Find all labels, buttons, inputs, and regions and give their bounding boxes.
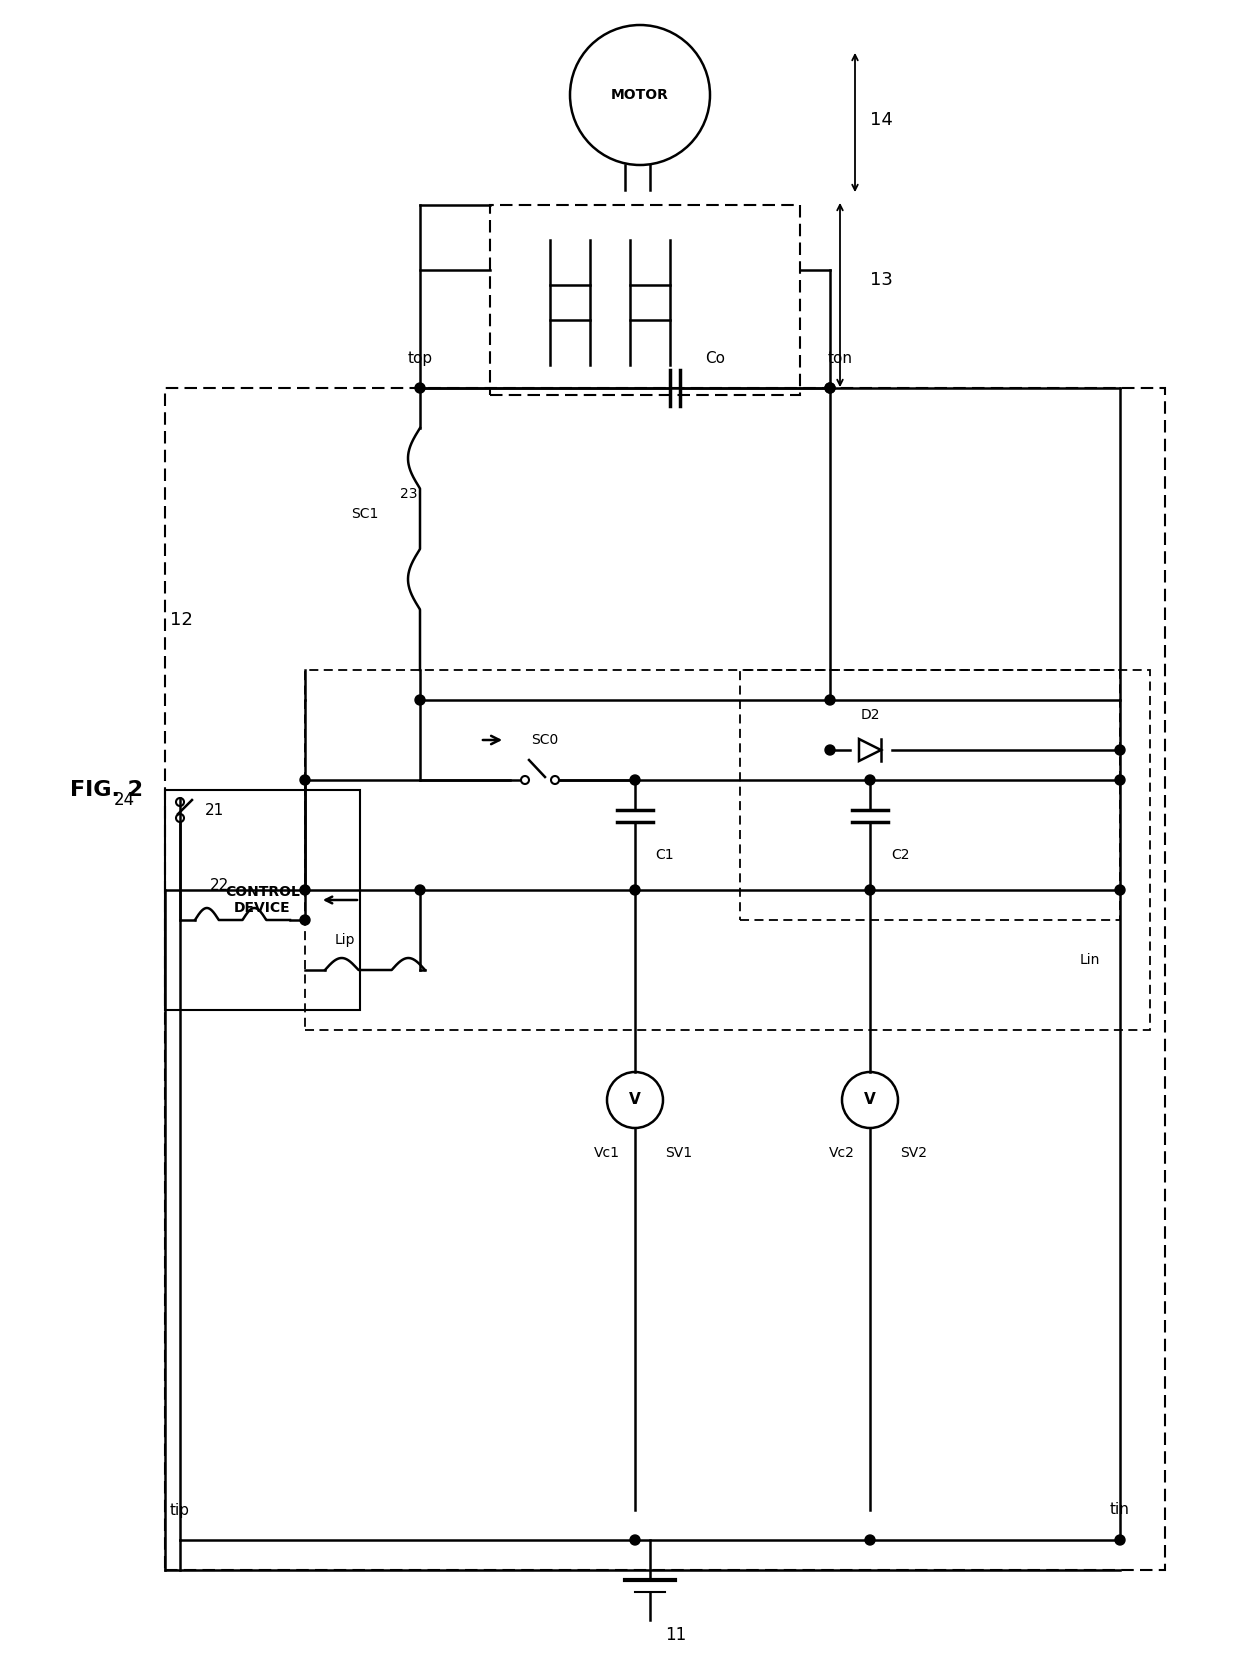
Circle shape — [630, 776, 640, 786]
Text: Co: Co — [706, 350, 725, 365]
Circle shape — [300, 886, 310, 896]
Text: Vc2: Vc2 — [830, 1146, 856, 1159]
Circle shape — [825, 696, 835, 706]
Bar — [165, 389, 1166, 1570]
Circle shape — [1115, 746, 1125, 756]
Circle shape — [1115, 1535, 1125, 1545]
Text: Vc1: Vc1 — [594, 1146, 620, 1159]
Text: Lin: Lin — [1080, 952, 1100, 967]
Text: 13: 13 — [870, 270, 893, 289]
Text: D2: D2 — [861, 707, 879, 722]
Text: tip: tip — [170, 1503, 190, 1518]
Text: V: V — [629, 1093, 641, 1108]
Circle shape — [300, 916, 310, 926]
Circle shape — [415, 384, 425, 394]
Circle shape — [866, 776, 875, 786]
Circle shape — [415, 696, 425, 706]
Text: C1: C1 — [656, 847, 675, 862]
Bar — [740, 671, 1120, 921]
Circle shape — [825, 384, 835, 394]
Text: 12: 12 — [170, 610, 193, 629]
Text: ton: ton — [827, 350, 853, 365]
Circle shape — [1115, 886, 1125, 896]
Text: Lip: Lip — [335, 932, 355, 947]
Text: 21: 21 — [205, 802, 224, 817]
Text: FIG. 2: FIG. 2 — [69, 781, 143, 801]
Circle shape — [630, 886, 640, 896]
Circle shape — [521, 776, 529, 784]
Bar — [305, 671, 1149, 1031]
Circle shape — [825, 746, 835, 756]
Text: SC1: SC1 — [351, 507, 378, 520]
Bar — [165, 791, 360, 1011]
Text: C2: C2 — [890, 847, 909, 862]
Bar — [490, 205, 800, 395]
Circle shape — [866, 886, 875, 896]
Text: top: top — [408, 350, 433, 365]
Circle shape — [866, 1535, 875, 1545]
Circle shape — [1115, 776, 1125, 786]
Text: MOTOR: MOTOR — [611, 88, 668, 102]
Circle shape — [630, 1535, 640, 1545]
Text: 24: 24 — [114, 791, 135, 809]
Text: 11: 11 — [665, 1626, 686, 1645]
Circle shape — [176, 797, 184, 806]
Text: CONTROL
DEVICE: CONTROL DEVICE — [226, 886, 300, 916]
Text: V: V — [864, 1093, 875, 1108]
Polygon shape — [859, 739, 880, 761]
Circle shape — [551, 776, 559, 784]
Text: 23: 23 — [401, 487, 418, 500]
Text: 14: 14 — [870, 112, 893, 128]
Circle shape — [300, 776, 310, 786]
Text: 22: 22 — [210, 877, 229, 892]
Circle shape — [415, 886, 425, 896]
Text: tin: tin — [1110, 1503, 1130, 1518]
Text: SV1: SV1 — [665, 1146, 692, 1159]
Circle shape — [825, 384, 835, 394]
Circle shape — [176, 814, 184, 822]
Text: SV2: SV2 — [900, 1146, 928, 1159]
Text: SC0: SC0 — [532, 732, 559, 747]
